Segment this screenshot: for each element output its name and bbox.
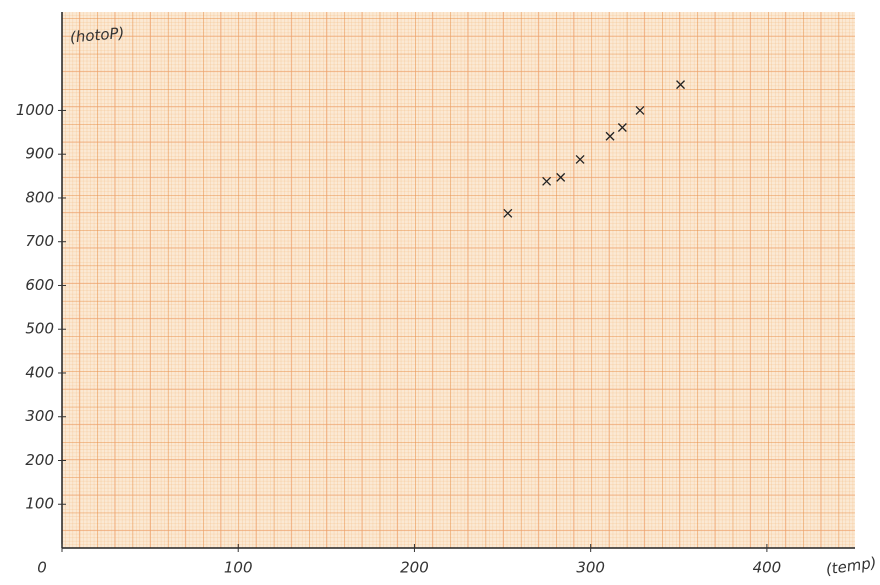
y-tick-label: 200 [25, 451, 54, 469]
point [635, 105, 645, 115]
y-tick-label: 100 [25, 495, 54, 513]
point [617, 123, 627, 132]
y-tick-label: 700 [25, 232, 54, 250]
x-axis-label: (temp) [825, 554, 878, 579]
y-tick-label: 600 [25, 276, 54, 294]
y-axis-label: (hotoP) [69, 24, 125, 47]
x-tick-label: 200 [400, 559, 429, 577]
graph-grid [62, 12, 855, 548]
point [605, 131, 615, 141]
point [503, 208, 513, 218]
point [676, 80, 685, 90]
y-tick-label: 500 [25, 320, 54, 338]
y-tick-label: 800 [25, 188, 54, 206]
x-tick-label: 100 [224, 559, 253, 577]
point [556, 172, 566, 182]
point [575, 154, 585, 164]
x-tick-label: 300 [576, 559, 605, 577]
y-tick-label: 1000 [16, 101, 54, 119]
x-tick-label: 400 [753, 559, 782, 577]
point [542, 176, 552, 186]
x-tick-label: 0 [37, 559, 47, 577]
y-tick-label: 300 [25, 407, 54, 425]
y-tick-label: 400 [25, 363, 54, 381]
y-tick-label: 900 [25, 145, 54, 163]
